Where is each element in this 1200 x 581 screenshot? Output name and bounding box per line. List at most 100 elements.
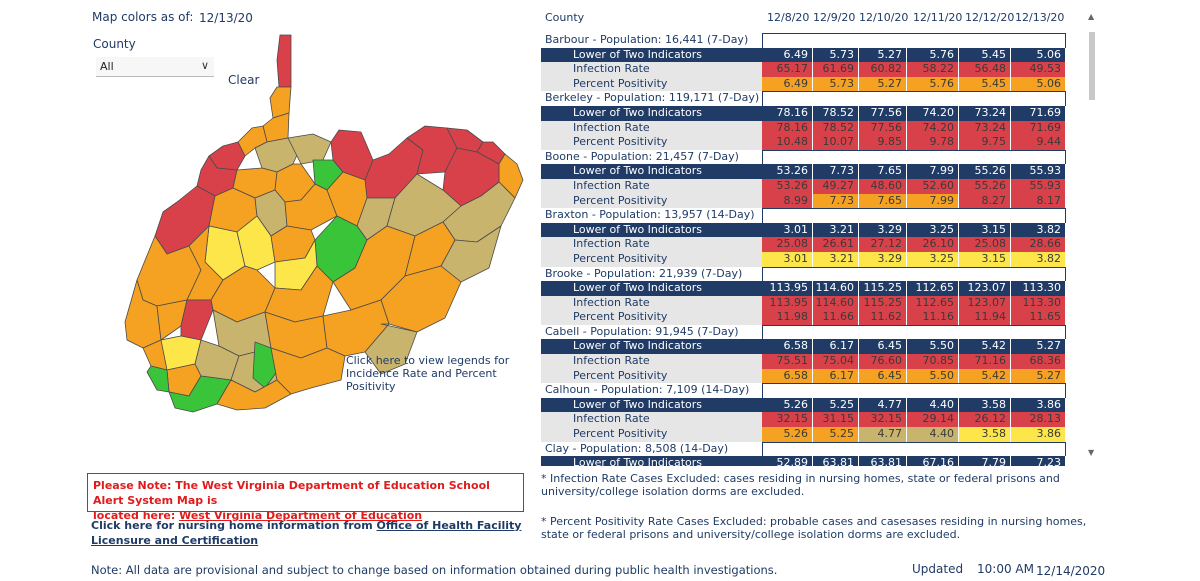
value-cell: 6.45 [859, 339, 907, 355]
county-data-table[interactable]: County 12/8/20 12/9/20 12/10/20 12/11/20… [541, 8, 1089, 466]
date-column-header[interactable]: 12/13/20 [1015, 11, 1065, 24]
county-header-row: Boone - Population: 21,457 (7-Day) [541, 149, 1066, 165]
value-cell: 114.60 [813, 295, 859, 311]
indicator-row: Percent Positivity 11.98 11.66 11.62 11.16 11… [541, 310, 1066, 325]
value-cell: 9.78 [907, 135, 959, 150]
row-label: Berkeley - Population: 119,171 (7-Day) [545, 91, 760, 105]
value-cell: 11.62 [859, 310, 907, 325]
value-cell: 5.45 [959, 76, 1011, 92]
value-cell: 3.01 [762, 222, 813, 238]
county-row-frame [762, 383, 1066, 398]
value-cell: 7.65 [859, 164, 907, 179]
value-cell: 53.26 [762, 164, 813, 179]
value-cell: 78.16 [762, 105, 813, 121]
row-label: Percent Positivity [573, 76, 668, 90]
row-label: Infection Rate [573, 62, 650, 76]
value-cell: 68.36 [1011, 354, 1066, 369]
value-cell: 25.08 [762, 237, 813, 252]
value-cell: 10.07 [813, 135, 859, 150]
value-cell: 11.94 [959, 310, 1011, 325]
value-cell: 25.08 [959, 237, 1011, 252]
table-scrollbar[interactable]: ▲ ▼ [1088, 12, 1096, 464]
row-label: Percent Positivity [573, 193, 668, 207]
value-cell: 5.27 [1011, 339, 1066, 355]
row-label: Infection Rate [573, 178, 650, 192]
clear-button[interactable]: Clear [228, 73, 260, 87]
indicator-row: Percent Positivity 3.01 3.21 3.29 3.25 3.15 3.… [541, 251, 1066, 267]
value-cell: 3.25 [907, 251, 959, 267]
map-colors-date: 12/13/20 [199, 11, 253, 25]
indicator-row: Percent Positivity 6.49 5.73 5.27 5.76 5.45 5.… [541, 76, 1066, 92]
value-cell: 11.66 [813, 310, 859, 325]
table-body: Barbour - Population: 16,441 (7-Day) Lowe… [541, 33, 1066, 466]
value-cell: 71.69 [1011, 120, 1066, 136]
county-filter-dropdown[interactable]: All ∨ [96, 57, 214, 77]
date-column-header[interactable]: 12/10/20 [859, 11, 909, 24]
value-cell: 55.93 [1011, 164, 1066, 179]
indicator-row: Percent Positivity 5.26 5.25 4.77 4.40 3.58 3.… [541, 427, 1066, 442]
legend-link[interactable]: Click here to view legends for Incidence… [346, 354, 510, 393]
value-cell: 3.82 [1011, 251, 1066, 267]
value-cell: 9.75 [959, 135, 1011, 150]
county-header-row: Berkeley - Population: 119,171 (7-Day) [541, 91, 1066, 106]
health-facility-link[interactable]: Office of Health Facility Licensure and … [91, 519, 522, 547]
value-cell: 112.65 [907, 281, 959, 296]
value-cell: 4.77 [859, 397, 907, 413]
value-cell: 6.49 [762, 76, 813, 92]
date-column-header[interactable]: 12/12/20 [965, 11, 1015, 24]
value-cell: 63.81 [813, 456, 859, 466]
value-cell: 5.76 [907, 47, 959, 63]
value-cell: 6.45 [859, 368, 907, 384]
value-cell: 26.12 [959, 412, 1011, 428]
indicator-row: Percent Positivity 8.99 7.73 7.65 7.99 8.27 8.… [541, 193, 1066, 209]
value-cell: 113.95 [762, 281, 813, 296]
infection-rate-exclusion-note: * Infection Rate Cases Excluded: cases r… [541, 472, 1060, 498]
alert-line-2: located here: West Virginia Department o… [93, 508, 518, 523]
row-label: Lower of Two Indicators [573, 281, 703, 295]
value-cell: 5.06 [1011, 76, 1066, 92]
value-cell: 5.45 [959, 47, 1011, 63]
value-cell: 112.65 [907, 295, 959, 311]
value-cell: 113.95 [762, 295, 813, 311]
value-cell: 4.40 [907, 427, 959, 442]
county-row-frame [762, 33, 1066, 48]
row-label: Infection Rate [573, 295, 650, 309]
row-label: Lower of Two Indicators [573, 339, 703, 353]
lower-indicator-row: Lower of Two Indicators 3.01 3.21 3.29 3.25 3… [541, 222, 1066, 238]
value-cell: 6.58 [762, 368, 813, 384]
value-cell: 58.22 [907, 62, 959, 77]
date-column-header[interactable]: 12/9/20 [813, 11, 856, 24]
map-county [262, 112, 290, 143]
row-label: Calhoun - Population: 7,109 (14-Day) [545, 383, 750, 397]
value-cell: 49.53 [1011, 62, 1066, 77]
doe-link[interactable]: West Virginia Department of Education [179, 509, 423, 522]
value-cell: 3.21 [813, 251, 859, 267]
indicator-row: Infection Rate 65.17 61.69 60.82 58.22 56.48 4… [541, 62, 1066, 77]
value-cell: 3.29 [859, 251, 907, 267]
row-label: Infection Rate [573, 237, 650, 251]
value-cell: 7.23 [1011, 456, 1066, 466]
value-cell: 3.86 [1011, 397, 1066, 413]
date-column-header[interactable]: 12/11/20 [913, 11, 963, 24]
value-cell: 3.86 [1011, 427, 1066, 442]
value-cell: 74.20 [907, 105, 959, 121]
scroll-down-icon[interactable]: ▼ [1088, 448, 1095, 457]
value-cell: 27.12 [859, 237, 907, 252]
lower-indicator-row: Lower of Two Indicators 6.58 6.17 6.45 5.50 5… [541, 339, 1066, 355]
doe-alert-notice: Please Note: The West Virginia Departmen… [87, 473, 524, 522]
map-county [287, 133, 332, 165]
date-column-header[interactable]: 12/8/20 [767, 11, 810, 24]
county-column-header[interactable]: County [545, 11, 585, 24]
scroll-up-icon[interactable]: ▲ [1088, 12, 1095, 21]
lower-indicator-row: Lower of Two Indicators 6.49 5.73 5.27 5.76 5… [541, 47, 1066, 63]
wv-county-map[interactable] [105, 30, 535, 415]
row-label: Lower of Two Indicators [573, 105, 703, 119]
county-row-frame [762, 324, 1066, 340]
scroll-thumb[interactable] [1089, 32, 1095, 100]
value-cell: 77.56 [859, 105, 907, 121]
updated-date: 12/14/2020 [1036, 564, 1106, 578]
county-header-row: Calhoun - Population: 7,109 (14-Day) [541, 383, 1066, 398]
value-cell: 49.27 [813, 178, 859, 194]
value-cell: 5.50 [907, 339, 959, 355]
value-cell: 8.27 [959, 193, 1011, 209]
